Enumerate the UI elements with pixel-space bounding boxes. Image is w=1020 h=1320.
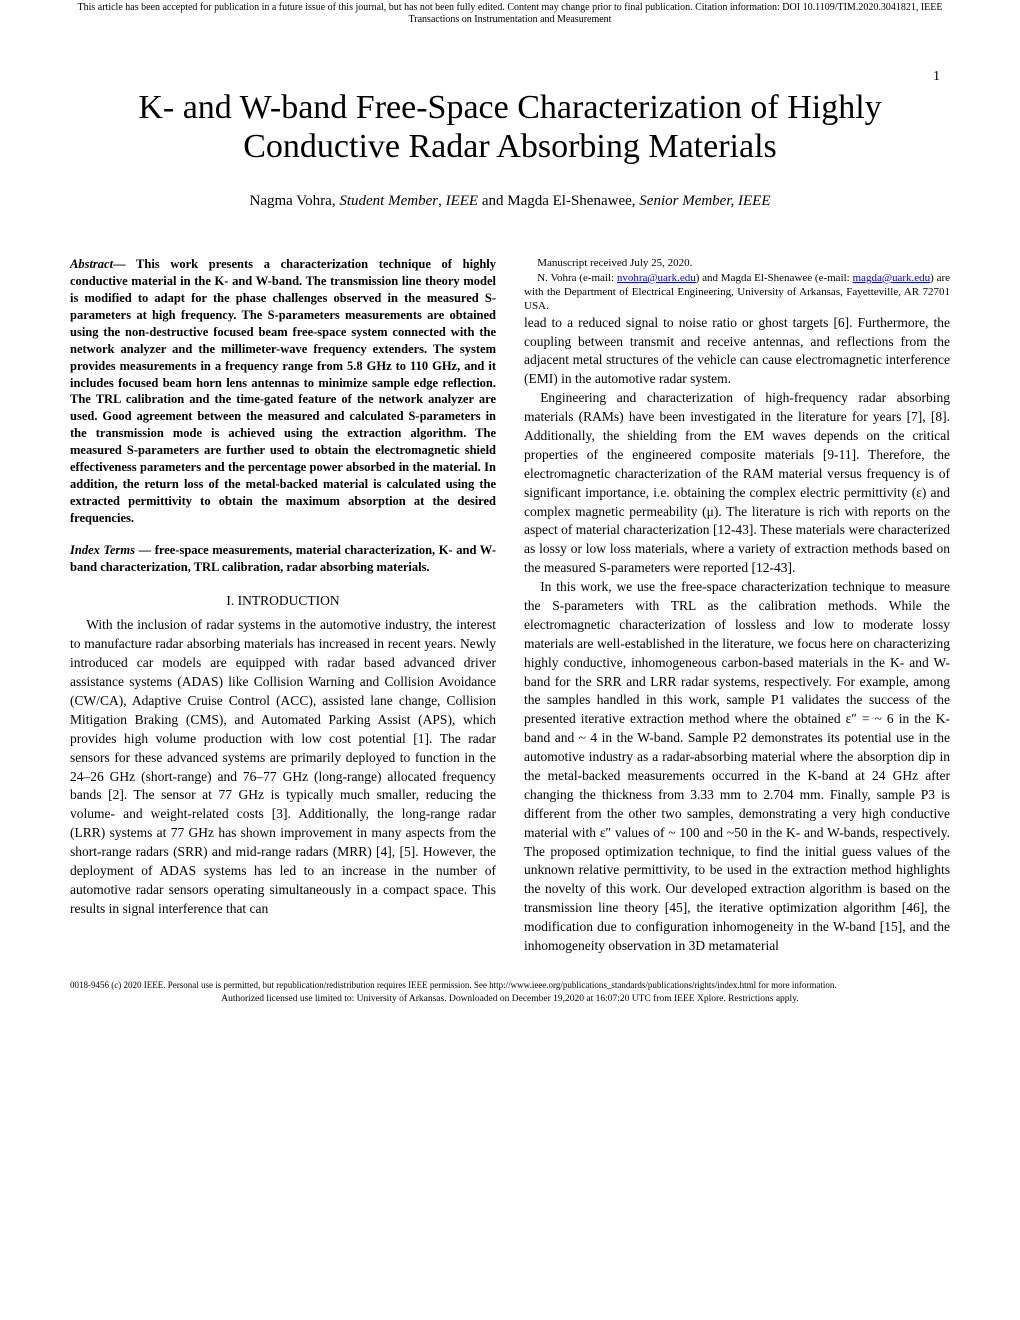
manuscript-line1: Manuscript received July 25, 2020. [524,256,950,270]
authors-line: Nagma Vohra, Student Member, IEEE and Ma… [70,191,950,211]
abstract-dash: — [113,257,136,271]
paper-title: K- and W-band Free-Space Characterizatio… [90,88,930,166]
email-link-1[interactable]: nvohra@uark.edu [617,272,696,284]
org1: IEEE [446,193,478,209]
page-body: 1 K- and W-band Free-Space Characterizat… [0,28,1020,976]
header-notice: This article has been accepted for publi… [0,0,1020,28]
manuscript-info: Manuscript received July 25, 2020. N. Vo… [524,256,950,313]
intro-paragraph-4: In this work, we use the free-space char… [524,578,950,956]
abstract-label: Abstract [70,257,113,271]
index-terms-label: Index Terms [70,543,135,557]
author2-name: Magda El-Shenawee, [507,193,639,209]
abstract-block: Abstract— This work presents a character… [70,256,496,526]
intro-paragraph-1: With the inclusion of radar systems in t… [70,616,496,918]
content-columns: Abstract— This work presents a character… [70,256,950,955]
author2-role: Senior Member, IEEE [639,193,770,209]
author1-role: Student Member [339,193,438,209]
sep1: , [438,193,446,209]
intro-paragraph-3: Engineering and characterization of high… [524,389,950,578]
manuscript-line2: N. Vohra (e-mail: nvohra@uark.edu) and M… [524,271,950,314]
intro-paragraph-2: lead to a reduced signal to noise ratio … [524,314,950,390]
section-1-heading: I. INTRODUCTION [70,592,496,610]
notice-line2: Transactions on Instrumentation and Meas… [409,14,612,25]
email-link-2[interactable]: magda@uark.edu [853,272,931,284]
ms-l2b: ) and Magda El-Shenawee (e-mail: [696,272,853,284]
footer-copyright: 0018-9456 (c) 2020 IEEE. Personal use is… [0,976,1020,993]
footer-license: Authorized licensed use limited to: Univ… [0,993,1020,1012]
ms-l2a: N. Vohra (e-mail: [537,272,617,284]
notice-line1: This article has been accepted for publi… [78,2,943,13]
page-number: 1 [933,68,940,87]
abstract-text: This work presents a characterization te… [70,257,496,524]
index-terms-block: Index Terms — free-space measurements, m… [70,542,496,576]
index-terms-dash: — [135,543,155,557]
author1-name: Nagma Vohra, [249,193,339,209]
and-sep: and [478,193,507,209]
